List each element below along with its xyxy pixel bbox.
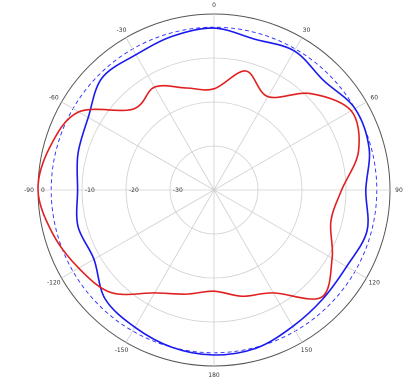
grid-spoke bbox=[61, 101, 215, 191]
angle-tick-label: -60 bbox=[49, 95, 59, 102]
grid-spoke bbox=[125, 37, 215, 191]
series-lines bbox=[37, 27, 371, 356]
angle-tick-label: -90 bbox=[24, 187, 34, 194]
angle-tick-labels: 0 30 60 90 120 150 180 -150 -120 -90 -60 -30 bbox=[24, 2, 403, 379]
grid-spoke bbox=[213, 37, 303, 191]
angle-tick-label: 120 bbox=[368, 280, 380, 287]
radial-tick-label: 0 bbox=[41, 187, 45, 194]
radial-tick-label: -30 bbox=[173, 187, 183, 194]
grid-spoke bbox=[125, 189, 215, 343]
angle-tick-label: 60 bbox=[370, 95, 378, 102]
grid-spoke bbox=[213, 189, 367, 279]
angle-tick-label: 0 bbox=[212, 2, 216, 9]
angle-tick-label: 180 bbox=[208, 372, 220, 379]
radial-tick-labels: -30 -20 -10 0 bbox=[41, 187, 183, 194]
angle-tick-label: 30 bbox=[303, 27, 311, 34]
angle-tick-label: 90 bbox=[395, 187, 403, 194]
series-line bbox=[75, 27, 371, 356]
grid-spoke bbox=[61, 189, 215, 279]
series-line bbox=[37, 70, 360, 300]
grid-spoke bbox=[213, 101, 367, 191]
angle-tick-label: -120 bbox=[47, 280, 61, 287]
angle-tick-label: -30 bbox=[117, 27, 127, 34]
angle-tick-label: -150 bbox=[115, 347, 129, 354]
radial-tick-label: -20 bbox=[129, 187, 139, 194]
radial-tick-label: -10 bbox=[85, 187, 95, 194]
angle-tick-label: 150 bbox=[301, 347, 313, 354]
polar-grid bbox=[37, 13, 391, 367]
grid-spoke bbox=[213, 189, 303, 343]
